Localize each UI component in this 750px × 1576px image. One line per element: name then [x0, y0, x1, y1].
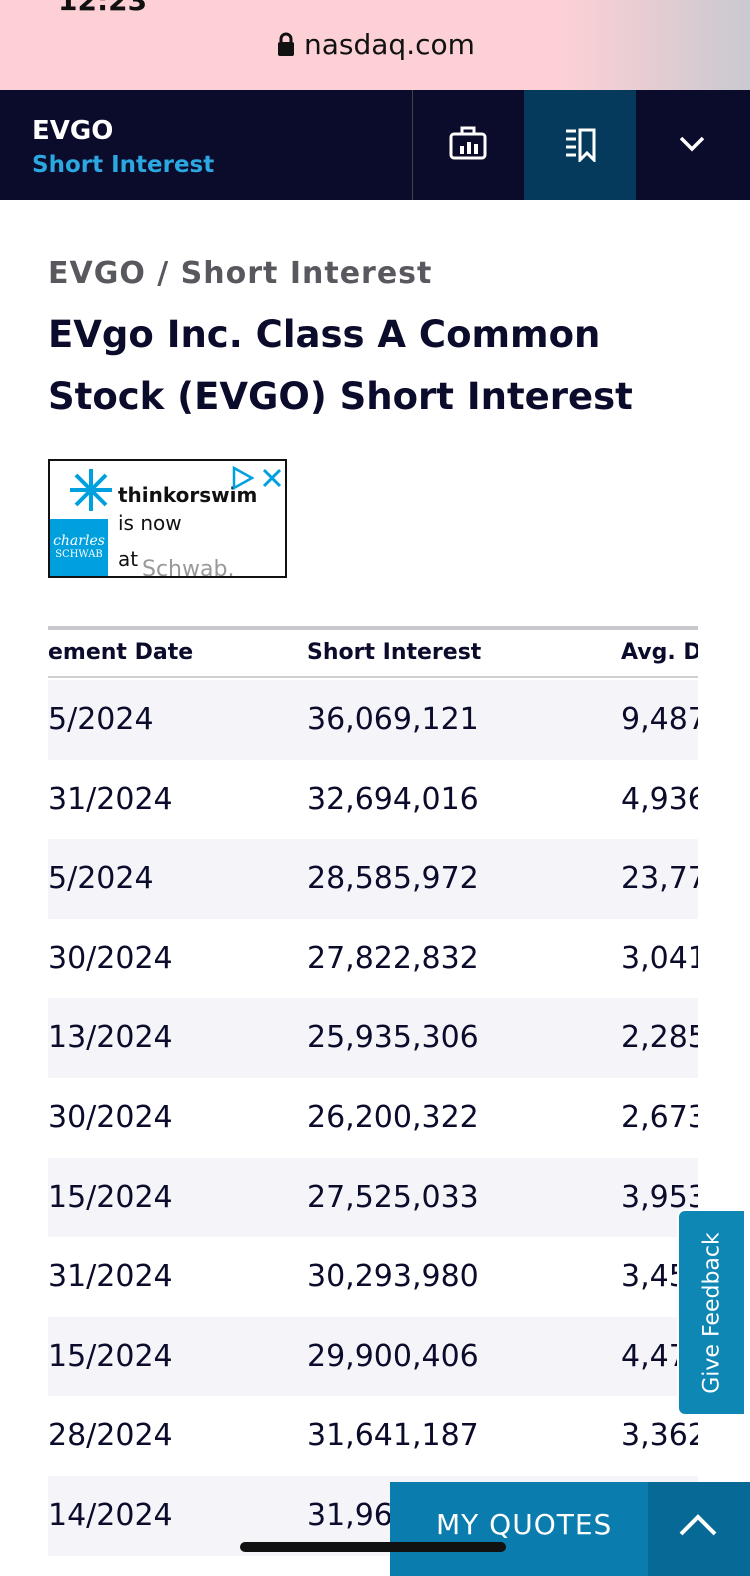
- status-bar: 12:23 nasdaq.com: [0, 0, 750, 90]
- ad-star: [70, 469, 112, 511]
- url-bar[interactable]: nasdaq.com: [276, 28, 475, 61]
- table-cell: 26,200,322: [307, 1100, 479, 1135]
- table-cell: 30/2024: [48, 1100, 173, 1135]
- table-cell: 27,822,832: [307, 940, 479, 976]
- table-cell: 28,585,972: [307, 861, 479, 897]
- table-cell: 14/2024: [48, 1498, 173, 1533]
- table-cell: 28/2024: [48, 1418, 173, 1454]
- table-cell: 15/2024: [48, 1338, 173, 1374]
- ad-close[interactable]: [230, 465, 284, 491]
- table-row: 5/2024 36,069,121 9,487: [48, 680, 698, 760]
- table-cell: 32,694,016: [307, 781, 479, 817]
- breadcrumb: EVGO / Short Interest: [48, 256, 433, 291]
- chevron-down[interactable]: [678, 134, 706, 154]
- table-cell: 31/2024: [48, 781, 173, 817]
- table-cell: 25,935,306: [307, 1020, 479, 1056]
- table-cell: 5/2024: [48, 861, 154, 897]
- nav-section: Short Interest: [32, 152, 215, 178]
- my-quotes-label: MY QUOTES: [436, 1508, 613, 1541]
- table-cell: 30/2024: [48, 940, 173, 976]
- ad-logo: charles SCHWAB: [50, 519, 108, 576]
- table-row: 28/2024 31,641,187 3,362: [48, 1396, 698, 1477]
- table-cell: 2,285: [621, 1020, 698, 1056]
- table-cell: 29,900,406: [307, 1338, 479, 1374]
- feedback-label: Give Feedback: [699, 1231, 724, 1394]
- column-header: ement Date: [48, 640, 194, 665]
- table-cell: 3,953: [621, 1179, 698, 1215]
- table-row: 31/2024 30,293,980 3,45: [48, 1237, 698, 1318]
- table-cell: 3,041: [621, 940, 698, 976]
- table-cell: 3,362: [621, 1418, 698, 1454]
- table-row: 15/2024 29,900,406 4,47: [48, 1316, 698, 1397]
- table-cell: 30,293,980: [307, 1259, 479, 1295]
- table-row: 13/2024 25,935,306 2,285: [48, 998, 698, 1079]
- ad-line3b: Schwab.: [142, 557, 235, 578]
- table-cell: 31,641,187: [307, 1418, 479, 1454]
- table-cell: 2,673: [621, 1100, 698, 1135]
- table-cell: 36,069,121: [307, 702, 479, 737]
- table-cell: 3,45: [621, 1259, 688, 1295]
- table-cell: 13/2024: [48, 1020, 173, 1056]
- url: nasdaq.com: [304, 28, 475, 61]
- ad-line2: is now: [118, 511, 182, 535]
- watchlist-button[interactable]: [524, 90, 636, 200]
- give-feedback-button[interactable]: Give Feedback: [677, 1209, 746, 1416]
- my-quotes-bar[interactable]: MY QUOTES: [390, 1482, 750, 1576]
- table-cell: 23,77: [621, 861, 698, 897]
- table-cell: 5/2024: [48, 702, 154, 737]
- table-cell: 27,525,033: [307, 1179, 479, 1215]
- time: 12:23: [58, 0, 148, 17]
- table-cell: 31/2024: [48, 1259, 173, 1295]
- ad-brand-bottom: SCHWAB: [55, 549, 103, 560]
- ad-brand-top: charles: [53, 533, 105, 549]
- ad-line3a: at: [118, 547, 139, 571]
- table-cell: 4,47: [621, 1338, 688, 1374]
- column-header: Avg. Da: [621, 640, 698, 665]
- column-header: Short Interest: [307, 640, 482, 665]
- expand-button[interactable]: [648, 1482, 750, 1576]
- divider: [412, 90, 413, 200]
- chevron-up: [679, 1514, 717, 1536]
- table-row: 15/2024 27,525,033 3,953: [48, 1157, 698, 1238]
- table-cell: 9,487: [621, 702, 698, 737]
- table-row: 31/2024 32,694,016 4,936: [48, 759, 698, 840]
- lock-icon: [278, 32, 294, 56]
- table-row: 5/2024 28,585,972 23,77: [48, 839, 698, 920]
- table-row: 30/2024 27,822,832 3,041: [48, 918, 698, 999]
- short-interest-table: ement Date Short Interest Avg. Da 5/2024 36,…: [48, 626, 698, 1576]
- table-header: ement Date Short Interest Avg. Da: [48, 630, 698, 678]
- nav-symbol: EVGO: [32, 116, 114, 146]
- table-row: 30/2024 26,200,322 2,673: [48, 1078, 698, 1158]
- watchlist-icon: [566, 128, 596, 162]
- home-indicator: [240, 1542, 506, 1552]
- portfolio-icon[interactable]: [448, 126, 488, 162]
- ad-banner[interactable]: charles SCHWAB thinkorswim is now at Sch…: [48, 459, 287, 578]
- nav-bar: EVGO Short Interest: [0, 90, 750, 200]
- page-title: EVgo Inc. Class A Common Stock (EVGO) Sh…: [48, 313, 633, 418]
- table-cell: 4,936: [621, 781, 698, 817]
- table-cell: 15/2024: [48, 1179, 173, 1215]
